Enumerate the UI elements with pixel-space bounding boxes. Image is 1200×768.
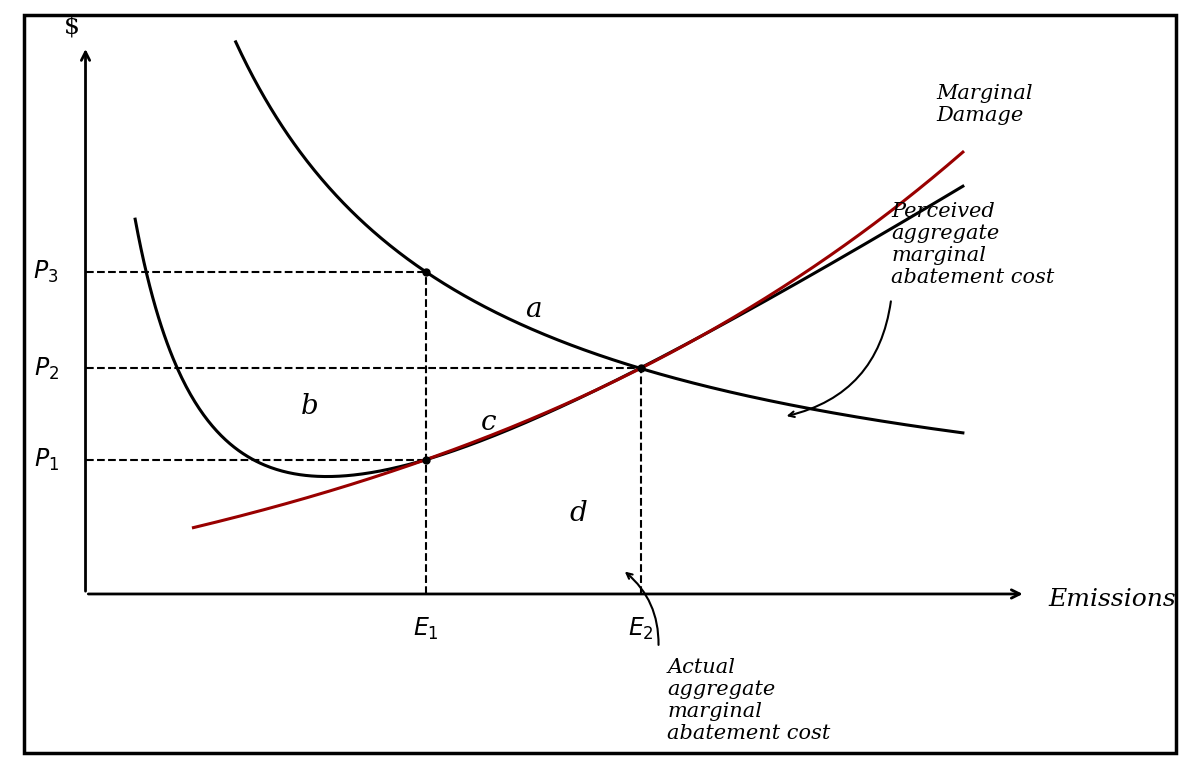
Text: Marginal
Damage: Marginal Damage: [936, 84, 1032, 124]
Text: $E_2$: $E_2$: [628, 615, 654, 641]
Text: Emissions: Emissions: [1048, 588, 1176, 611]
Text: $E_1$: $E_1$: [413, 615, 439, 641]
Text: d: d: [569, 500, 587, 527]
Text: Perceived
aggregate
marginal
abatement cost: Perceived aggregate marginal abatement c…: [892, 203, 1055, 287]
Text: b: b: [300, 392, 318, 419]
Text: a: a: [524, 296, 541, 323]
Text: $P_2$: $P_2$: [34, 356, 59, 382]
Text: $P_1$: $P_1$: [34, 447, 59, 473]
Text: Actual
aggregate
marginal
abatement cost: Actual aggregate marginal abatement cost: [667, 658, 830, 743]
Text: $P_3$: $P_3$: [34, 259, 59, 285]
Text: $: $: [64, 15, 80, 38]
Text: c: c: [481, 409, 496, 435]
